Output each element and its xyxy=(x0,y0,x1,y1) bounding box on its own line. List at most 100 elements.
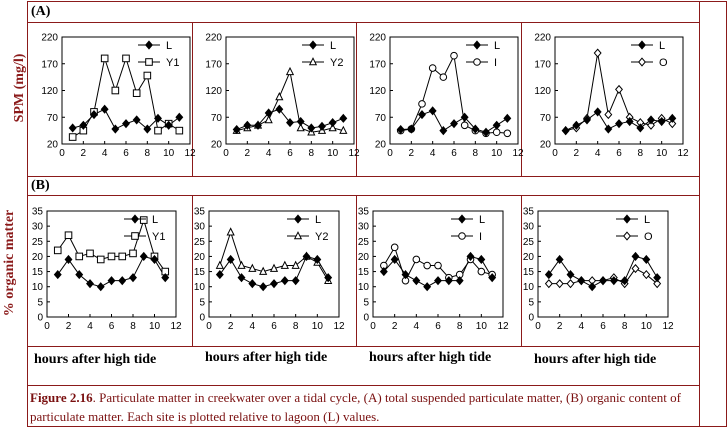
data-point-i xyxy=(460,121,469,130)
y-tick-label: 20 xyxy=(358,252,370,263)
data-point-l xyxy=(444,276,453,286)
x-tick-label: 10 xyxy=(656,148,668,159)
data-point-l xyxy=(653,273,662,283)
data-point-l xyxy=(139,251,148,261)
data-point-l xyxy=(390,254,399,265)
x-tick-label: 12 xyxy=(348,148,360,159)
y-tick-label: 70 xyxy=(47,113,59,124)
x-tick-label: 6 xyxy=(271,321,277,332)
y-tick-label: 30 xyxy=(194,222,206,233)
y-tick-label: 20 xyxy=(47,140,59,151)
data-point-l xyxy=(132,115,141,125)
data-point-l xyxy=(53,270,62,280)
y-tick-label: 120 xyxy=(41,86,58,97)
legend-label-i: I xyxy=(479,231,482,243)
x-axis-label-1: hours after high tide xyxy=(34,352,157,367)
row-divider-a-bottom xyxy=(27,176,699,177)
data-point-o xyxy=(631,263,640,274)
legend-label-l: L xyxy=(330,40,336,52)
chart-panel-a4: 20 70 120 170 220 0 2 4 6 8 10 12 LO xyxy=(534,33,689,160)
data-point-y2 xyxy=(280,260,289,269)
x-tick-label: 8 xyxy=(309,148,315,159)
y-tick-label: 10 xyxy=(523,282,535,293)
data-point-l xyxy=(154,113,162,123)
data-point-i xyxy=(423,261,431,270)
data-point-l xyxy=(460,112,469,122)
y-tick-label: 5 xyxy=(528,297,534,308)
data-point-l xyxy=(588,282,597,292)
data-point-y1 xyxy=(122,54,130,63)
data-point-l xyxy=(175,112,184,122)
data-point-l xyxy=(164,120,173,130)
data-point-l xyxy=(488,273,497,283)
data-point-y2 xyxy=(339,125,348,134)
legend-label-y1: Y1 xyxy=(166,57,179,69)
data-point-l xyxy=(291,276,300,286)
data-point-y2 xyxy=(296,123,305,132)
data-point-o xyxy=(555,279,564,289)
data-point-y1 xyxy=(64,231,73,240)
x-tick-label: 2 xyxy=(557,321,563,332)
row-label-a: (A) xyxy=(31,4,51,19)
y-tick-label: 0 xyxy=(199,313,205,324)
x-tick-label: 4 xyxy=(430,148,436,159)
data-point-l xyxy=(577,276,586,286)
y-tick-label: 10 xyxy=(194,282,206,293)
data-point-o xyxy=(615,84,623,94)
data-point-l xyxy=(455,276,464,286)
data-point-y2 xyxy=(328,123,337,132)
legend-label-o: O xyxy=(644,231,653,243)
x-tick-label: 6 xyxy=(123,148,129,159)
data-point-l xyxy=(286,118,294,128)
y-tick-label: 10 xyxy=(32,282,44,293)
data-point-l xyxy=(439,126,448,136)
x-tick-label: 12 xyxy=(170,321,182,332)
data-point-l xyxy=(339,113,348,123)
data-point-l xyxy=(615,119,623,129)
x-tick-label: 2 xyxy=(574,148,580,159)
x-tick-label: 4 xyxy=(87,321,93,332)
chart-panel-b3: 0 5 10 15 20 25 30 35 0 2 4 6 8 10 12 LI xyxy=(358,207,509,333)
chart-panel-b1: 0 5 10 15 20 25 30 35 0 2 4 6 8 10 12 L Y1 xyxy=(32,207,182,333)
data-point-y2 xyxy=(285,66,295,76)
data-point-i xyxy=(390,243,399,252)
data-point-y1 xyxy=(86,249,94,258)
data-point-l xyxy=(636,123,645,133)
x-tick-label: 6 xyxy=(451,148,457,159)
chart-panel-a1: 20 70 120 170 220 0 2 4 6 8 10 12 L Y1 xyxy=(41,33,196,160)
y-tick-label: 15 xyxy=(32,267,44,278)
y-tick-label: 30 xyxy=(358,222,370,233)
y-tick-label: 35 xyxy=(523,207,535,218)
y-tick-label: 20 xyxy=(375,140,387,151)
x-tick-label: 8 xyxy=(130,321,136,332)
data-point-l xyxy=(625,116,634,127)
data-point-l xyxy=(232,124,241,135)
data-point-y1 xyxy=(129,249,137,258)
row-label-b: (B) xyxy=(31,178,50,193)
data-point-l xyxy=(471,124,480,134)
y-tick-label: 30 xyxy=(523,222,535,233)
data-point-y1 xyxy=(111,86,120,95)
y-tick-label: 0 xyxy=(528,313,534,324)
x-tick-label: 8 xyxy=(145,148,151,159)
x-tick-label: 0 xyxy=(552,148,558,159)
x-tick-label: 0 xyxy=(535,321,541,332)
data-point-l xyxy=(275,104,284,114)
chart-panel-a2: 20 70 120 170 220 0 2 4 6 8 10 12 L Y2 xyxy=(205,33,360,160)
y-tick-label: 170 xyxy=(534,59,551,70)
data-point-y2 xyxy=(291,260,300,269)
data-point-l xyxy=(492,120,501,130)
x-tick-label: 8 xyxy=(638,148,644,159)
y-tick-label: 0 xyxy=(37,313,43,324)
x-tick-label: 10 xyxy=(149,321,161,332)
y-tick-label: 30 xyxy=(32,222,44,233)
data-point-l xyxy=(583,115,591,125)
data-point-o xyxy=(647,120,655,130)
legend-label-l: L xyxy=(644,214,650,226)
data-point-y2 xyxy=(275,92,284,101)
y-tick-label: 70 xyxy=(211,113,223,124)
x-tick-label: 2 xyxy=(66,321,72,332)
legend-label-l: L xyxy=(479,214,485,226)
y-tick-label: 15 xyxy=(523,267,535,278)
legend-marker-y2 xyxy=(308,57,318,66)
